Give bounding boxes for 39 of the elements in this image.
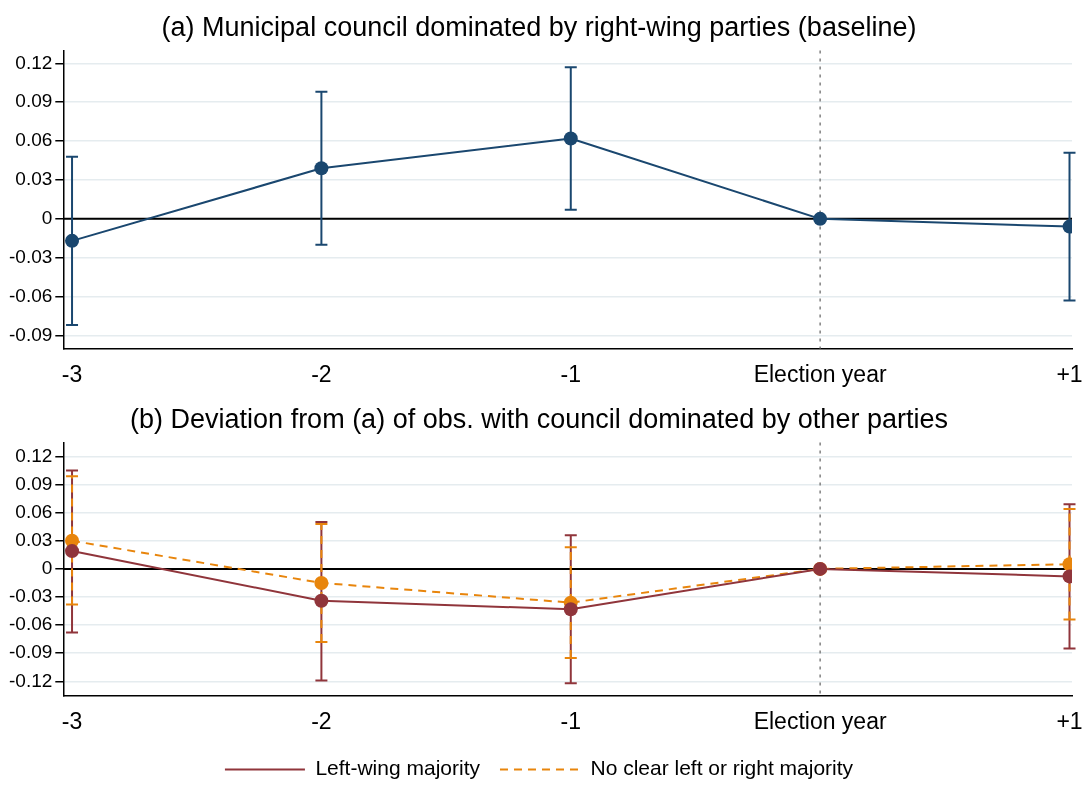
y-tick-label: -0.12 — [8, 669, 53, 691]
y-tick-label: 0.12 — [15, 51, 53, 73]
x-tick-label: -3 — [61, 707, 83, 734]
x-tick-label: -1 — [560, 360, 581, 387]
y-tick-label: 0 — [41, 207, 53, 229]
x-tick-label: -2 — [311, 360, 332, 387]
x-tick-label: -2 — [311, 707, 332, 734]
chart-title: (b) Deviation from (a) of obs. with council dominated by other parties — [130, 403, 948, 434]
x-tick-label: +1 — [1056, 360, 1083, 387]
y-tick-label: 0 — [41, 557, 53, 579]
y-tick-label: 0.06 — [15, 500, 53, 522]
x-tick-label: -1 — [560, 707, 581, 734]
y-tick-label: 0.03 — [15, 529, 53, 551]
chart-title: (a) Municipal council dominated by right-wing parties (baseline) — [161, 11, 917, 42]
point — [314, 593, 329, 608]
point — [563, 131, 578, 146]
legend-label: No clear left or right majority — [590, 756, 854, 780]
y-tick-label: -0.06 — [8, 613, 53, 635]
x-tick-label: Election year — [753, 707, 887, 734]
legend-label: Left-wing majority — [315, 756, 481, 780]
y-tick-label: -0.03 — [8, 245, 53, 267]
point — [314, 161, 329, 176]
point — [65, 544, 80, 559]
y-tick-label: 0.09 — [15, 90, 53, 112]
y-tick-label: 0.09 — [15, 472, 53, 494]
x-tick-label: Election year — [753, 360, 887, 387]
y-tick-label: 0.03 — [15, 168, 53, 190]
point — [563, 602, 578, 617]
point — [314, 575, 329, 590]
y-tick-label: -0.03 — [8, 585, 53, 607]
point — [813, 211, 828, 226]
y-tick-label: -0.06 — [8, 284, 53, 306]
y-tick-label: 0.06 — [15, 129, 53, 151]
x-tick-label: +1 — [1056, 707, 1083, 734]
y-tick-label: -0.09 — [8, 323, 53, 345]
x-tick-label: -3 — [61, 360, 83, 387]
y-tick-label: 0.12 — [15, 444, 53, 466]
y-tick-label: -0.09 — [8, 641, 53, 663]
point — [65, 233, 80, 248]
